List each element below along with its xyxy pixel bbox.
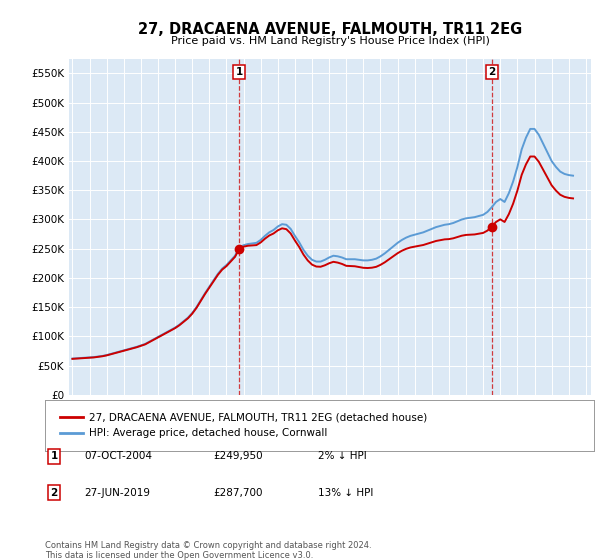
Text: Price paid vs. HM Land Registry's House Price Index (HPI): Price paid vs. HM Land Registry's House … [170, 36, 490, 46]
Text: 1: 1 [236, 67, 243, 77]
Text: 27, DRACAENA AVENUE, FALMOUTH, TR11 2EG: 27, DRACAENA AVENUE, FALMOUTH, TR11 2EG [138, 22, 522, 38]
Text: 13% ↓ HPI: 13% ↓ HPI [318, 488, 373, 498]
Text: 2: 2 [50, 488, 58, 498]
Text: 2: 2 [488, 67, 496, 77]
Text: 1: 1 [50, 451, 58, 461]
Text: £287,700: £287,700 [213, 488, 263, 498]
Text: 2% ↓ HPI: 2% ↓ HPI [318, 451, 367, 461]
Text: 07-OCT-2004: 07-OCT-2004 [84, 451, 152, 461]
Text: Contains HM Land Registry data © Crown copyright and database right 2024.
This d: Contains HM Land Registry data © Crown c… [45, 540, 371, 560]
Text: £249,950: £249,950 [213, 451, 263, 461]
Text: 27-JUN-2019: 27-JUN-2019 [84, 488, 150, 498]
Legend: 27, DRACAENA AVENUE, FALMOUTH, TR11 2EG (detached house), HPI: Average price, de: 27, DRACAENA AVENUE, FALMOUTH, TR11 2EG … [56, 409, 431, 442]
